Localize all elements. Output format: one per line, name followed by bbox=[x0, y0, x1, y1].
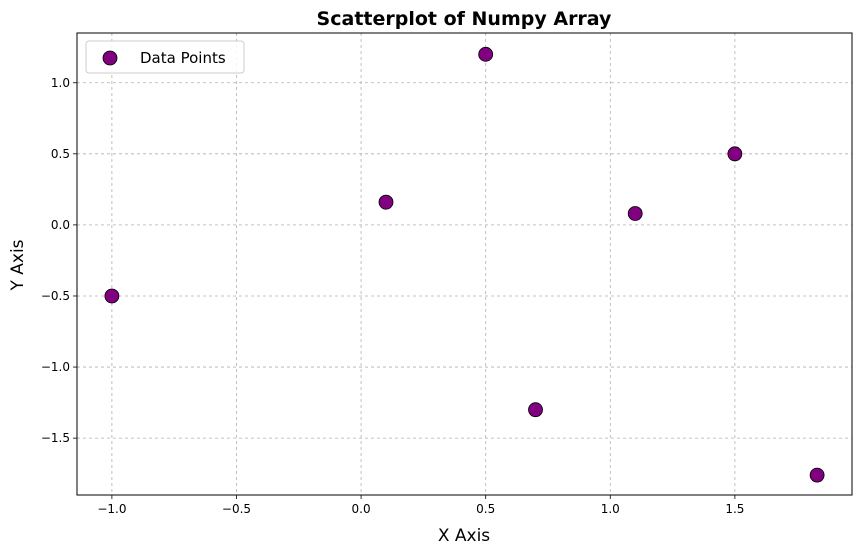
chart-title: Scatterplot of Numpy Array bbox=[317, 8, 612, 30]
x-tick-label: 0.0 bbox=[352, 502, 371, 516]
data-point bbox=[104, 288, 120, 304]
y-tick-label: −1.5 bbox=[41, 431, 70, 445]
legend-label: Data Points bbox=[140, 49, 226, 67]
data-points bbox=[104, 46, 825, 483]
data-point bbox=[378, 194, 394, 210]
data-point bbox=[478, 46, 494, 62]
data-point bbox=[727, 146, 743, 162]
y-tick-label: −1.0 bbox=[41, 360, 70, 374]
x-tick-label: −0.5 bbox=[222, 502, 251, 516]
legend: Data Points bbox=[85, 40, 245, 74]
x-tick-label: 1.5 bbox=[725, 502, 744, 516]
data-point bbox=[528, 402, 543, 418]
y-tick-label: −0.5 bbox=[41, 289, 70, 303]
x-axis-label: X Axis bbox=[438, 526, 490, 546]
y-axis-ticks: 1.0 0.5 0.0 −0.5 −1.0 −1.5 bbox=[41, 76, 77, 445]
plot-area-frame bbox=[76, 32, 853, 496]
legend-box bbox=[85, 40, 245, 74]
legend-marker bbox=[102, 50, 118, 66]
x-tick-label: −1.0 bbox=[97, 502, 126, 516]
y-tick-label: 1.0 bbox=[51, 76, 70, 90]
y-axis-label: Y Axis bbox=[8, 239, 28, 291]
data-point bbox=[627, 206, 643, 221]
x-axis-ticks: −1.0 −0.5 0.0 0.5 1.0 1.5 bbox=[97, 495, 744, 516]
data-point bbox=[809, 467, 825, 483]
x-tick-label: 0.5 bbox=[476, 502, 495, 516]
y-tick-label: 0.5 bbox=[51, 147, 70, 161]
grid-lines bbox=[77, 33, 852, 495]
y-tick-label: 0.0 bbox=[51, 218, 70, 232]
x-tick-label: 1.0 bbox=[601, 502, 620, 516]
